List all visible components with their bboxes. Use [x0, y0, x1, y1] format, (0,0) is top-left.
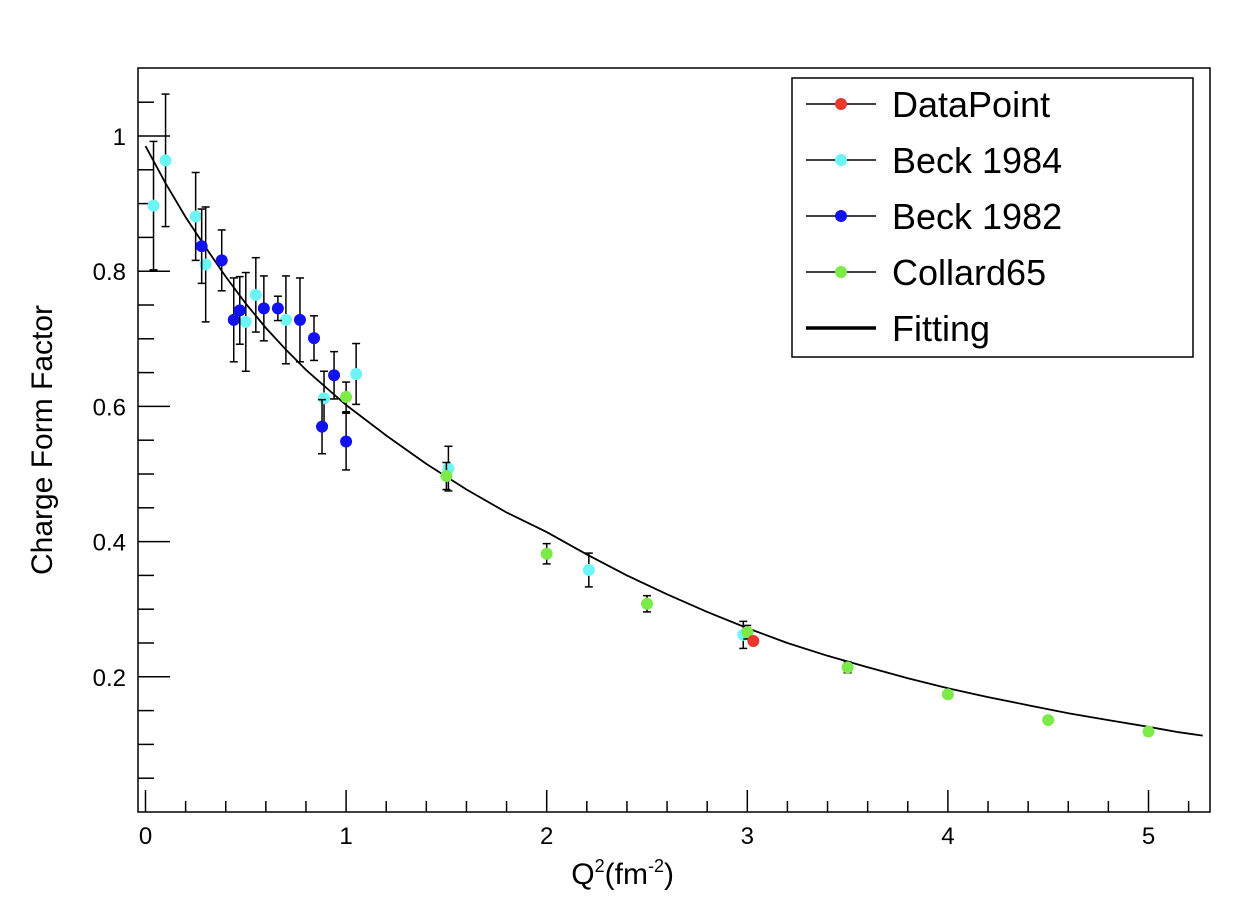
point-beck-1982 — [215, 254, 228, 267]
y-axis-label: Charge Form Factor — [26, 305, 59, 575]
x-tick-label: 4 — [941, 823, 954, 850]
point-beck-1984 — [582, 563, 595, 576]
y-tick-label: 0.2 — [93, 665, 126, 692]
legend-marker-beck-1984 — [835, 154, 847, 166]
point-beck-1982 — [233, 304, 246, 317]
point-collard65 — [1042, 714, 1055, 727]
x-axis-label-unit: (fm — [605, 858, 648, 891]
y-tick-label: 0.4 — [93, 530, 126, 557]
y-tick-label: 0.6 — [93, 394, 126, 421]
x-tick-label: 0 — [139, 823, 152, 850]
axes: 0 1 2 3 4 5 0.2 0.4 0.6 0.8 1 — [93, 101, 1190, 850]
point-beck-1982 — [340, 435, 353, 448]
fit-layer — [144, 145, 1203, 737]
point-beck-1982 — [328, 369, 341, 382]
x-axis-label-sup: 2 — [595, 856, 605, 876]
point-beck-1982 — [308, 332, 321, 345]
point-beck-1982 — [195, 240, 208, 253]
x-axis-label: Q2(fm-2) — [571, 856, 674, 891]
legend-label-beck-1982: Beck 1982 — [892, 196, 1062, 237]
x-tick-label: 3 — [741, 823, 754, 850]
point-collard65 — [1142, 725, 1155, 738]
legend-label-collard65: Collard65 — [892, 252, 1046, 293]
legend-marker-beck-1982 — [835, 210, 847, 222]
x-tick-label: 2 — [540, 823, 553, 850]
point-beck-1984 — [239, 315, 252, 328]
point-collard65 — [440, 470, 453, 483]
point-collard65 — [340, 390, 353, 403]
point-beck-1984 — [350, 367, 363, 380]
legend-marker-collard65 — [835, 266, 847, 278]
legend-label-datapoint: DataPoint — [892, 84, 1050, 125]
x-axis-label-q: Q — [571, 858, 594, 891]
point-beck-1984 — [318, 392, 331, 405]
x-axis-label-close: ) — [664, 858, 674, 891]
point-beck-1982 — [293, 313, 306, 326]
point-datapoint — [747, 634, 760, 647]
x-tick-label: 5 — [1142, 823, 1155, 850]
point-beck-1982 — [227, 313, 240, 326]
point-beck-1982 — [271, 302, 284, 315]
point-beck-1984 — [279, 313, 292, 326]
point-beck-1982 — [257, 302, 270, 315]
legend-box — [791, 77, 1194, 358]
x-axis-label-unit-sup: -2 — [648, 856, 664, 876]
point-beck-1984 — [147, 199, 160, 212]
point-collard65 — [941, 688, 954, 701]
x-tick-label: 1 — [339, 823, 352, 850]
point-beck-1984 — [249, 288, 262, 301]
fit-curve — [144, 145, 1203, 737]
point-beck-1984 — [159, 154, 172, 167]
point-beck-1982 — [316, 420, 329, 433]
point-beck-1984 — [189, 210, 202, 223]
point-beck-1984 — [199, 258, 212, 271]
point-collard65 — [540, 547, 553, 560]
point-collard65 — [841, 661, 854, 674]
legend: DataPoint Beck 1984 Beck 1982 Collard65 Fitt… — [791, 77, 1194, 358]
legend-label-beck-1984: Beck 1984 — [892, 140, 1062, 181]
y-tick-label: 0.8 — [93, 259, 126, 286]
legend-label-fitting: Fitting — [892, 308, 990, 349]
points-layer — [147, 93, 1155, 738]
legend-marker-datapoint — [835, 98, 847, 110]
point-collard65 — [741, 626, 754, 639]
y-tick-label: 1 — [113, 124, 126, 151]
point-collard65 — [641, 597, 653, 610]
